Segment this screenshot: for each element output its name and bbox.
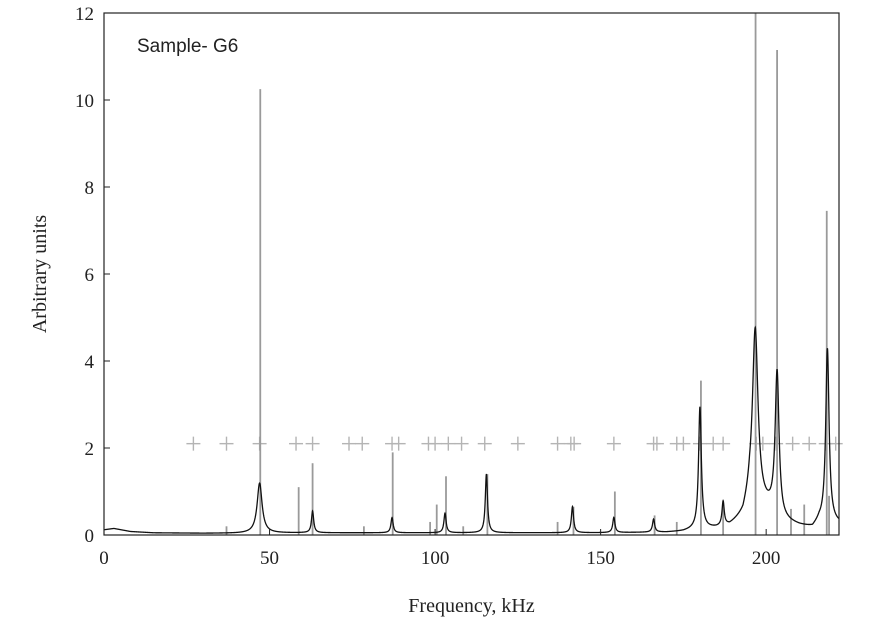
y-tick-label-6: 6 <box>85 265 95 286</box>
marker-15 <box>550 436 565 451</box>
y-tick-label-0: 0 <box>85 526 95 547</box>
marker-3 <box>289 436 304 451</box>
y-tick-label-4: 4 <box>85 352 95 373</box>
marker-5 <box>342 436 356 451</box>
marker-17 <box>567 436 582 451</box>
marker-18 <box>606 436 621 451</box>
marker-0 <box>186 436 201 451</box>
x-tick-label-50: 50 <box>260 548 279 569</box>
x-tick-label-200: 200 <box>752 548 781 569</box>
marker-30 <box>802 436 817 451</box>
marker-4 <box>305 436 320 451</box>
x-tick-label-0: 0 <box>99 548 109 569</box>
marker-23 <box>692 436 707 451</box>
marker-27 <box>755 436 770 451</box>
x-tick-label-100: 100 <box>421 548 450 569</box>
marker-13 <box>477 436 492 451</box>
y-axis-title: Arbitrary units <box>29 215 51 334</box>
marker-20 <box>649 436 664 451</box>
y-tick-label-8: 8 <box>85 178 95 199</box>
y-tick-label-10: 10 <box>75 91 94 112</box>
marker-32 <box>828 436 843 451</box>
marker-29 <box>785 436 800 451</box>
marker-6 <box>355 436 370 451</box>
x-axis-title: Frequency, kHz <box>408 595 535 617</box>
marker-28 <box>769 436 784 451</box>
marker-10 <box>428 436 443 451</box>
marker-1 <box>219 436 234 451</box>
marker-22 <box>676 436 691 451</box>
y-tick-label-12: 12 <box>75 4 94 25</box>
marker-25 <box>716 436 731 451</box>
x-tick-label-150: 150 <box>586 548 615 569</box>
axes: 0 50 100 150 200 0 2 4 6 8 10 12 <box>75 4 780 569</box>
y-tick-label-2: 2 <box>85 439 95 460</box>
marker-8 <box>391 436 406 451</box>
plot-marks <box>103 13 843 535</box>
plot-frame <box>103 12 840 536</box>
marker-14 <box>510 436 525 451</box>
marker-12 <box>454 436 469 451</box>
measured-spectrum-line <box>103 325 840 534</box>
sample-annotation: Sample- G6 <box>137 36 238 57</box>
marker-11 <box>441 436 456 451</box>
